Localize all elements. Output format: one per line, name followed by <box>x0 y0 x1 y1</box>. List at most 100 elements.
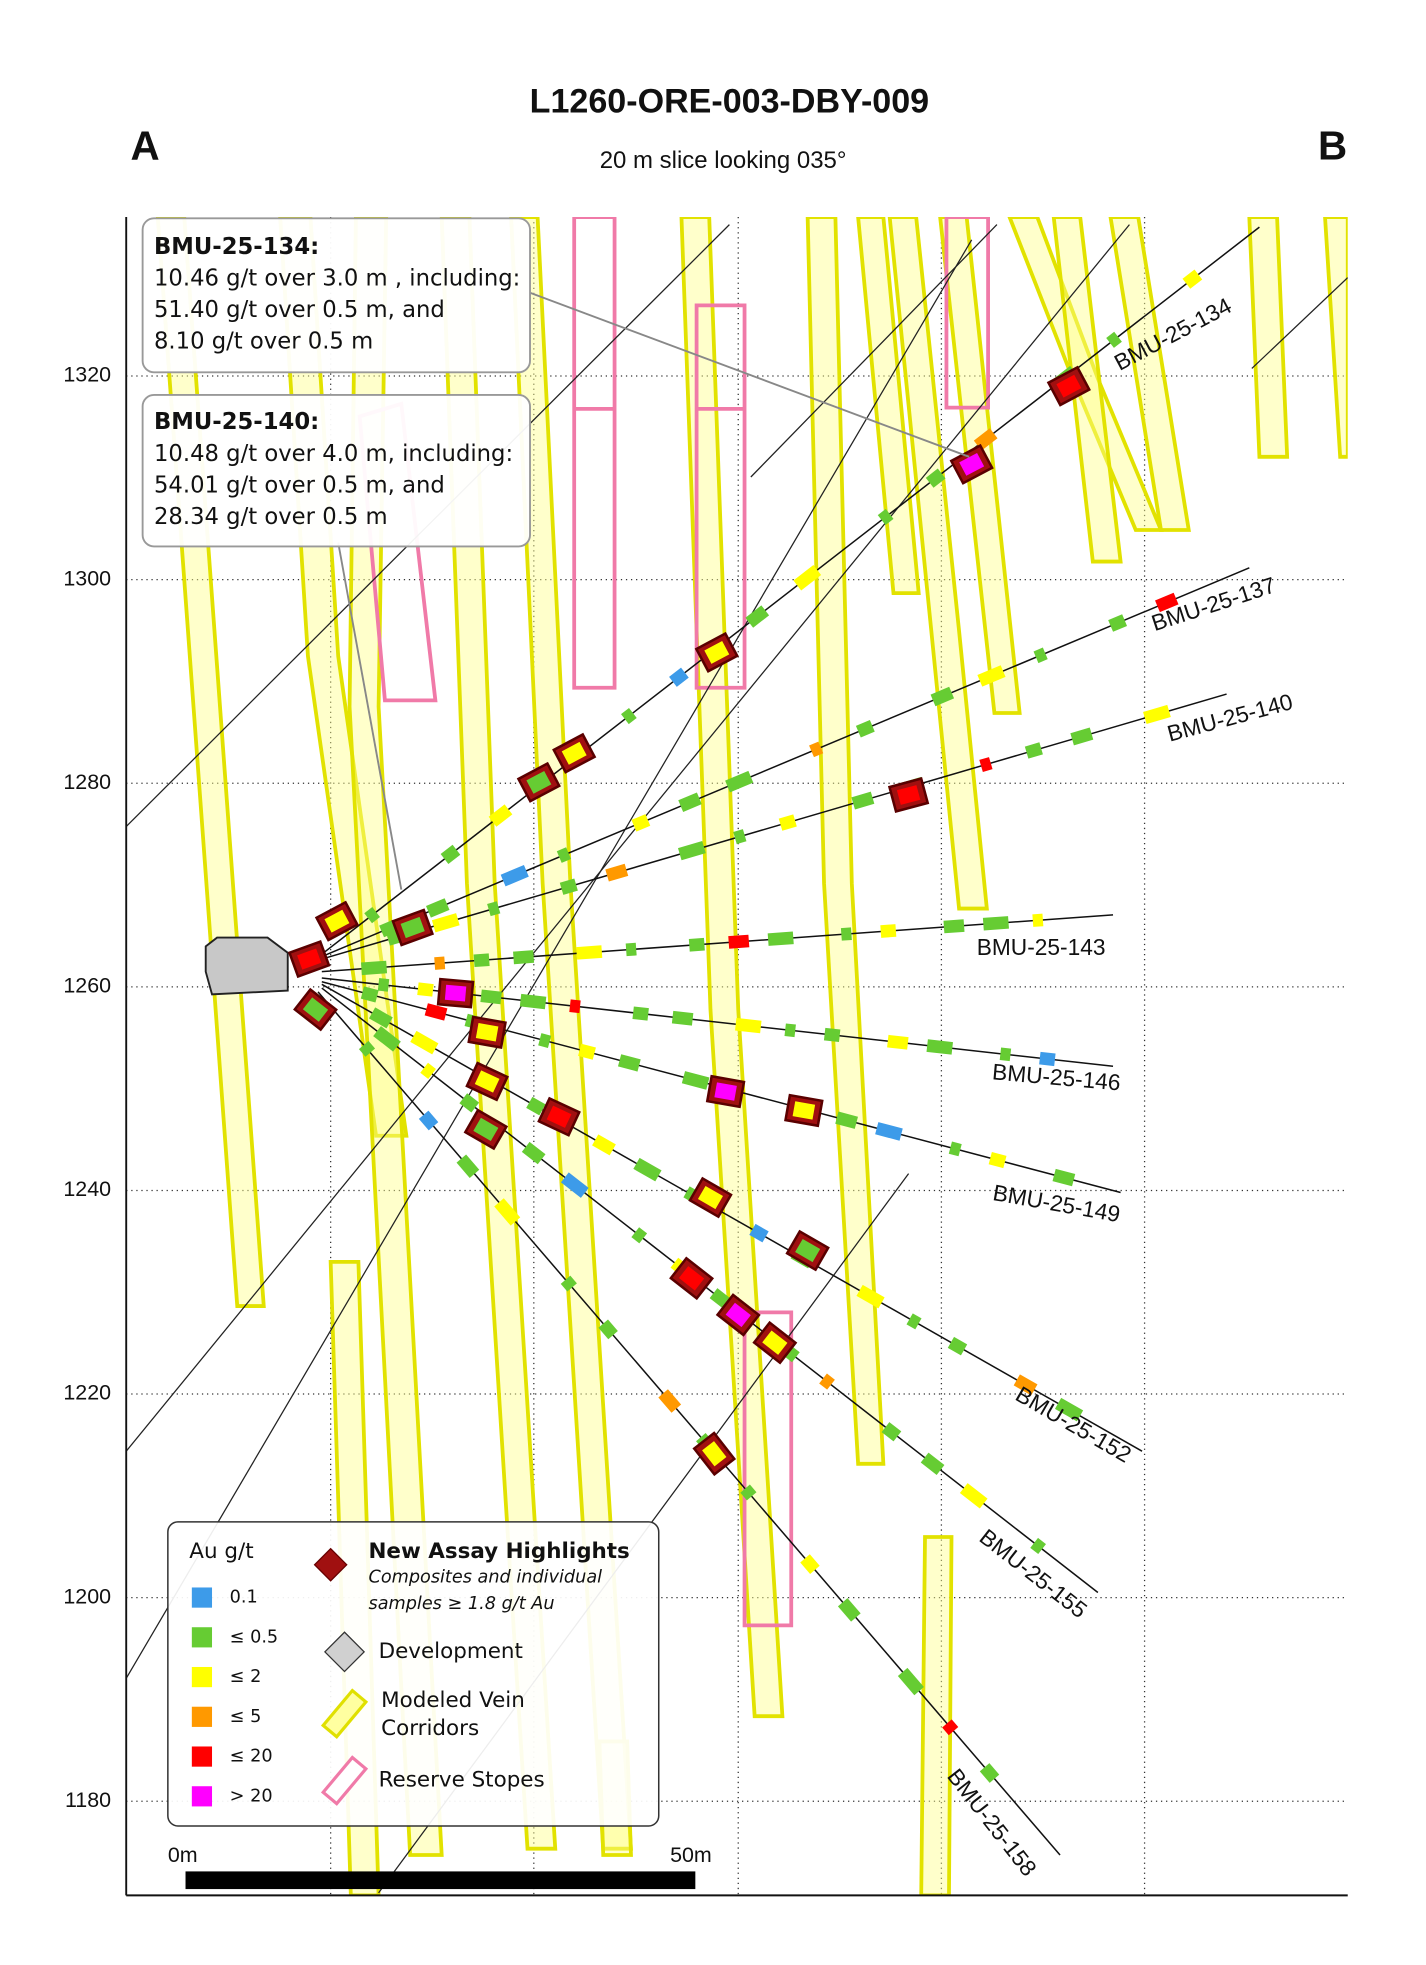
assay-sample <box>473 953 490 968</box>
assay-highlight-core <box>697 1185 724 1210</box>
assay-sample <box>982 916 1009 931</box>
title: L1260-ORE-003-DBY-009 <box>530 82 929 120</box>
y-tick-label: 1300 <box>63 566 111 590</box>
assay-sample <box>942 1719 959 1736</box>
legend-label: Corridors <box>381 1716 479 1741</box>
assay-sample <box>494 1198 521 1226</box>
assay-sample <box>631 1227 648 1244</box>
assay-highlight-core <box>400 916 425 939</box>
leader-line <box>529 291 970 458</box>
section-end-a: A <box>131 123 160 169</box>
assay-sample <box>500 864 529 887</box>
assay-sample <box>725 770 754 793</box>
assay-sample <box>877 508 894 526</box>
legend-label: Reserve Stopes <box>379 1768 545 1793</box>
y-tick-label: 1260 <box>63 974 111 998</box>
assay-sample <box>1039 1051 1056 1067</box>
assay-highlight-core <box>678 1266 705 1291</box>
stope-icon <box>320 1755 369 1806</box>
assay-sample <box>358 1040 376 1057</box>
grade-swatch <box>191 1706 213 1727</box>
assay-sample <box>851 791 875 810</box>
grade-label: 0.1 <box>230 1588 258 1608</box>
assay-sample <box>569 999 581 1014</box>
assay-highlight-core <box>792 1101 816 1120</box>
assay-sample <box>364 907 380 924</box>
assay-sample <box>480 989 502 1005</box>
assay-sample <box>947 1336 968 1356</box>
assay-sample <box>999 1047 1012 1062</box>
assay-sample <box>605 863 629 882</box>
assay-sample <box>677 841 706 861</box>
assay-sample <box>800 1554 820 1574</box>
drill-hole <box>321 567 1250 958</box>
assay-sample <box>906 1313 922 1330</box>
assay-sample <box>926 1039 953 1055</box>
assay-sample <box>977 665 1006 687</box>
y-tick-label: 1240 <box>63 1177 111 1201</box>
callout-line: 54.01 g/t over 0.5 m, and <box>154 472 445 498</box>
assay-sample <box>1033 647 1048 664</box>
assay-sample <box>819 1373 835 1390</box>
assay-sample <box>835 1111 858 1129</box>
y-tick-label: 1200 <box>63 1584 111 1608</box>
hole-label: BMU-25-140 <box>1164 688 1295 746</box>
assay-sample <box>456 1154 480 1178</box>
assay-sample <box>538 1033 552 1048</box>
development-icon <box>324 1631 366 1673</box>
drill-hole <box>321 983 1143 1452</box>
assay-sample <box>360 986 379 1003</box>
assay-highlight-core <box>795 1238 821 1263</box>
assay-sample <box>1054 1397 1084 1422</box>
vein-corridors <box>155 217 1348 1896</box>
hole-label: BMU-25-152 <box>1011 1381 1135 1468</box>
plot-area <box>126 217 1348 1896</box>
scale-label: 50m <box>670 1843 712 1867</box>
assay-sample <box>1143 704 1171 725</box>
assay-sample <box>925 468 946 488</box>
assay-highlight-core <box>704 640 730 664</box>
hole-label: BMU-25-155 <box>975 1523 1092 1623</box>
assay-sample <box>521 1141 546 1165</box>
assay-highlight-core <box>526 770 552 794</box>
assay-sample <box>632 1006 649 1021</box>
callout-line: 51.40 g/t over 0.5 m, and <box>154 297 445 323</box>
assay-highlight-core <box>475 1023 499 1042</box>
grade-entries: 0.1 ≤ 0.5 ≤ 2 ≤ 5 ≤ 20 > 20 <box>191 1587 278 1807</box>
assay-sample <box>856 1284 885 1309</box>
assay-sample <box>840 927 852 941</box>
assay-highlight-core <box>1056 374 1082 398</box>
assay-sample <box>671 1010 694 1026</box>
assay-sample <box>559 878 578 895</box>
assay-highlight-core <box>546 1105 572 1128</box>
assay-sample <box>1024 742 1043 759</box>
assay-sample <box>881 1422 902 1442</box>
assay-sample <box>728 934 750 949</box>
assay-highlight-core <box>725 1302 751 1328</box>
assay-sample <box>420 1062 436 1079</box>
grade-label: ≤ 0.5 <box>230 1627 278 1647</box>
assay-sample <box>887 1034 909 1050</box>
grade-swatch <box>191 1627 213 1648</box>
legend-note: samples ≥ 1.8 g/t Au <box>369 1594 555 1614</box>
assay-sample <box>979 1763 1000 1783</box>
assay-sample <box>373 1026 401 1052</box>
drill-hole <box>321 914 1114 973</box>
grade-label: > 20 <box>230 1786 273 1806</box>
grade-swatch <box>191 1587 213 1608</box>
assay-sample <box>377 978 390 992</box>
vein-icon <box>320 1688 369 1739</box>
y-tick-label: 1320 <box>63 363 111 387</box>
assay-sample <box>658 1389 682 1413</box>
assay-sample <box>778 814 797 831</box>
assay-sample <box>735 1017 762 1034</box>
section-end-b: B <box>1318 123 1347 169</box>
assay-sample <box>948 1141 962 1157</box>
leader-line <box>337 542 403 890</box>
y-ticks: 1180 1200 1220 1240 1260 1280 1300 1320 <box>63 363 111 1812</box>
assay-sample <box>767 931 794 946</box>
drill-holes <box>126 224 1348 1894</box>
assay-sample <box>631 814 651 832</box>
assay-highlight-core <box>473 1117 499 1142</box>
